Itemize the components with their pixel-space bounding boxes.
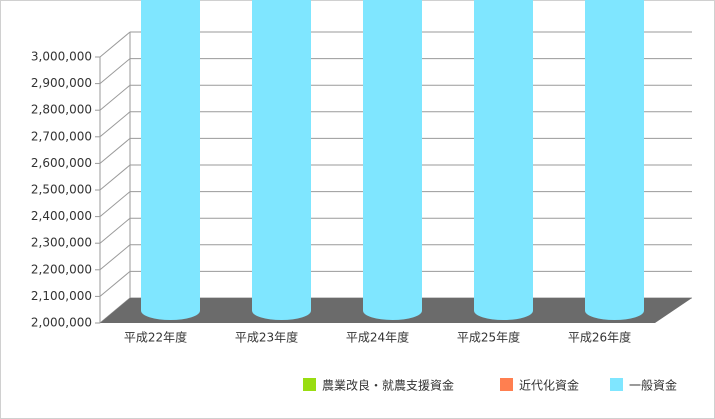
grid-line-side: [99, 244, 131, 271]
y-tick-label: 2,500,000: [31, 183, 92, 197]
y-tick-label: 2,400,000: [31, 209, 92, 223]
y-tick-label: 3,000,000: [31, 50, 92, 64]
grid-line-side: [99, 191, 131, 217]
cylinder-segment: [585, 0, 644, 320]
x-tick-label: 平成25年度: [457, 330, 520, 345]
x-tick-label: 平成23年度: [235, 330, 298, 345]
grid-line-side: [99, 58, 131, 84]
grid-line-side: [99, 217, 131, 244]
y-tick-label: 2,300,000: [31, 236, 92, 250]
cylinder-segment: [363, 0, 422, 320]
y-tick-label: 2,000,000: [31, 316, 92, 330]
y-tick-label: 2,900,000: [31, 76, 92, 90]
legend: 農業改良・就農支援資金 近代化資金 一般資金: [303, 378, 677, 393]
x-tick-label: 平成22年度: [124, 330, 187, 345]
cylinder-segment: [141, 0, 200, 320]
x-tick-label: 平成24年度: [346, 330, 409, 345]
y-tick-label: 2,800,000: [31, 103, 92, 117]
y-tick-label: 2,600,000: [31, 156, 92, 170]
grid-line-side: [99, 138, 131, 164]
y-tick-label: 2,700,000: [31, 129, 92, 143]
legend-label: 一般資金: [629, 378, 677, 393]
y-tick-label: 2,100,000: [31, 289, 92, 303]
plot-area: 2,000,000 2,100,000 2,200,000 2,300,000 2,40…: [31, 0, 692, 345]
grid-line-side: [99, 111, 131, 138]
grid-line-side: [99, 31, 131, 58]
cylinder-segment: [474, 0, 533, 320]
grid-line-side: [99, 164, 131, 191]
legend-label: 近代化資金: [519, 378, 579, 393]
legend-swatch: [610, 378, 623, 391]
grid-line-side: [99, 84, 131, 111]
cylinder-segment: [252, 0, 311, 320]
legend-swatch: [500, 378, 513, 391]
legend-label: 農業改良・就農支援資金: [322, 378, 454, 393]
legend-swatch: [303, 378, 316, 391]
y-tick-label: 2,200,000: [31, 262, 92, 276]
grid-line-side: [99, 271, 131, 297]
x-tick-label: 平成26年度: [568, 330, 631, 345]
